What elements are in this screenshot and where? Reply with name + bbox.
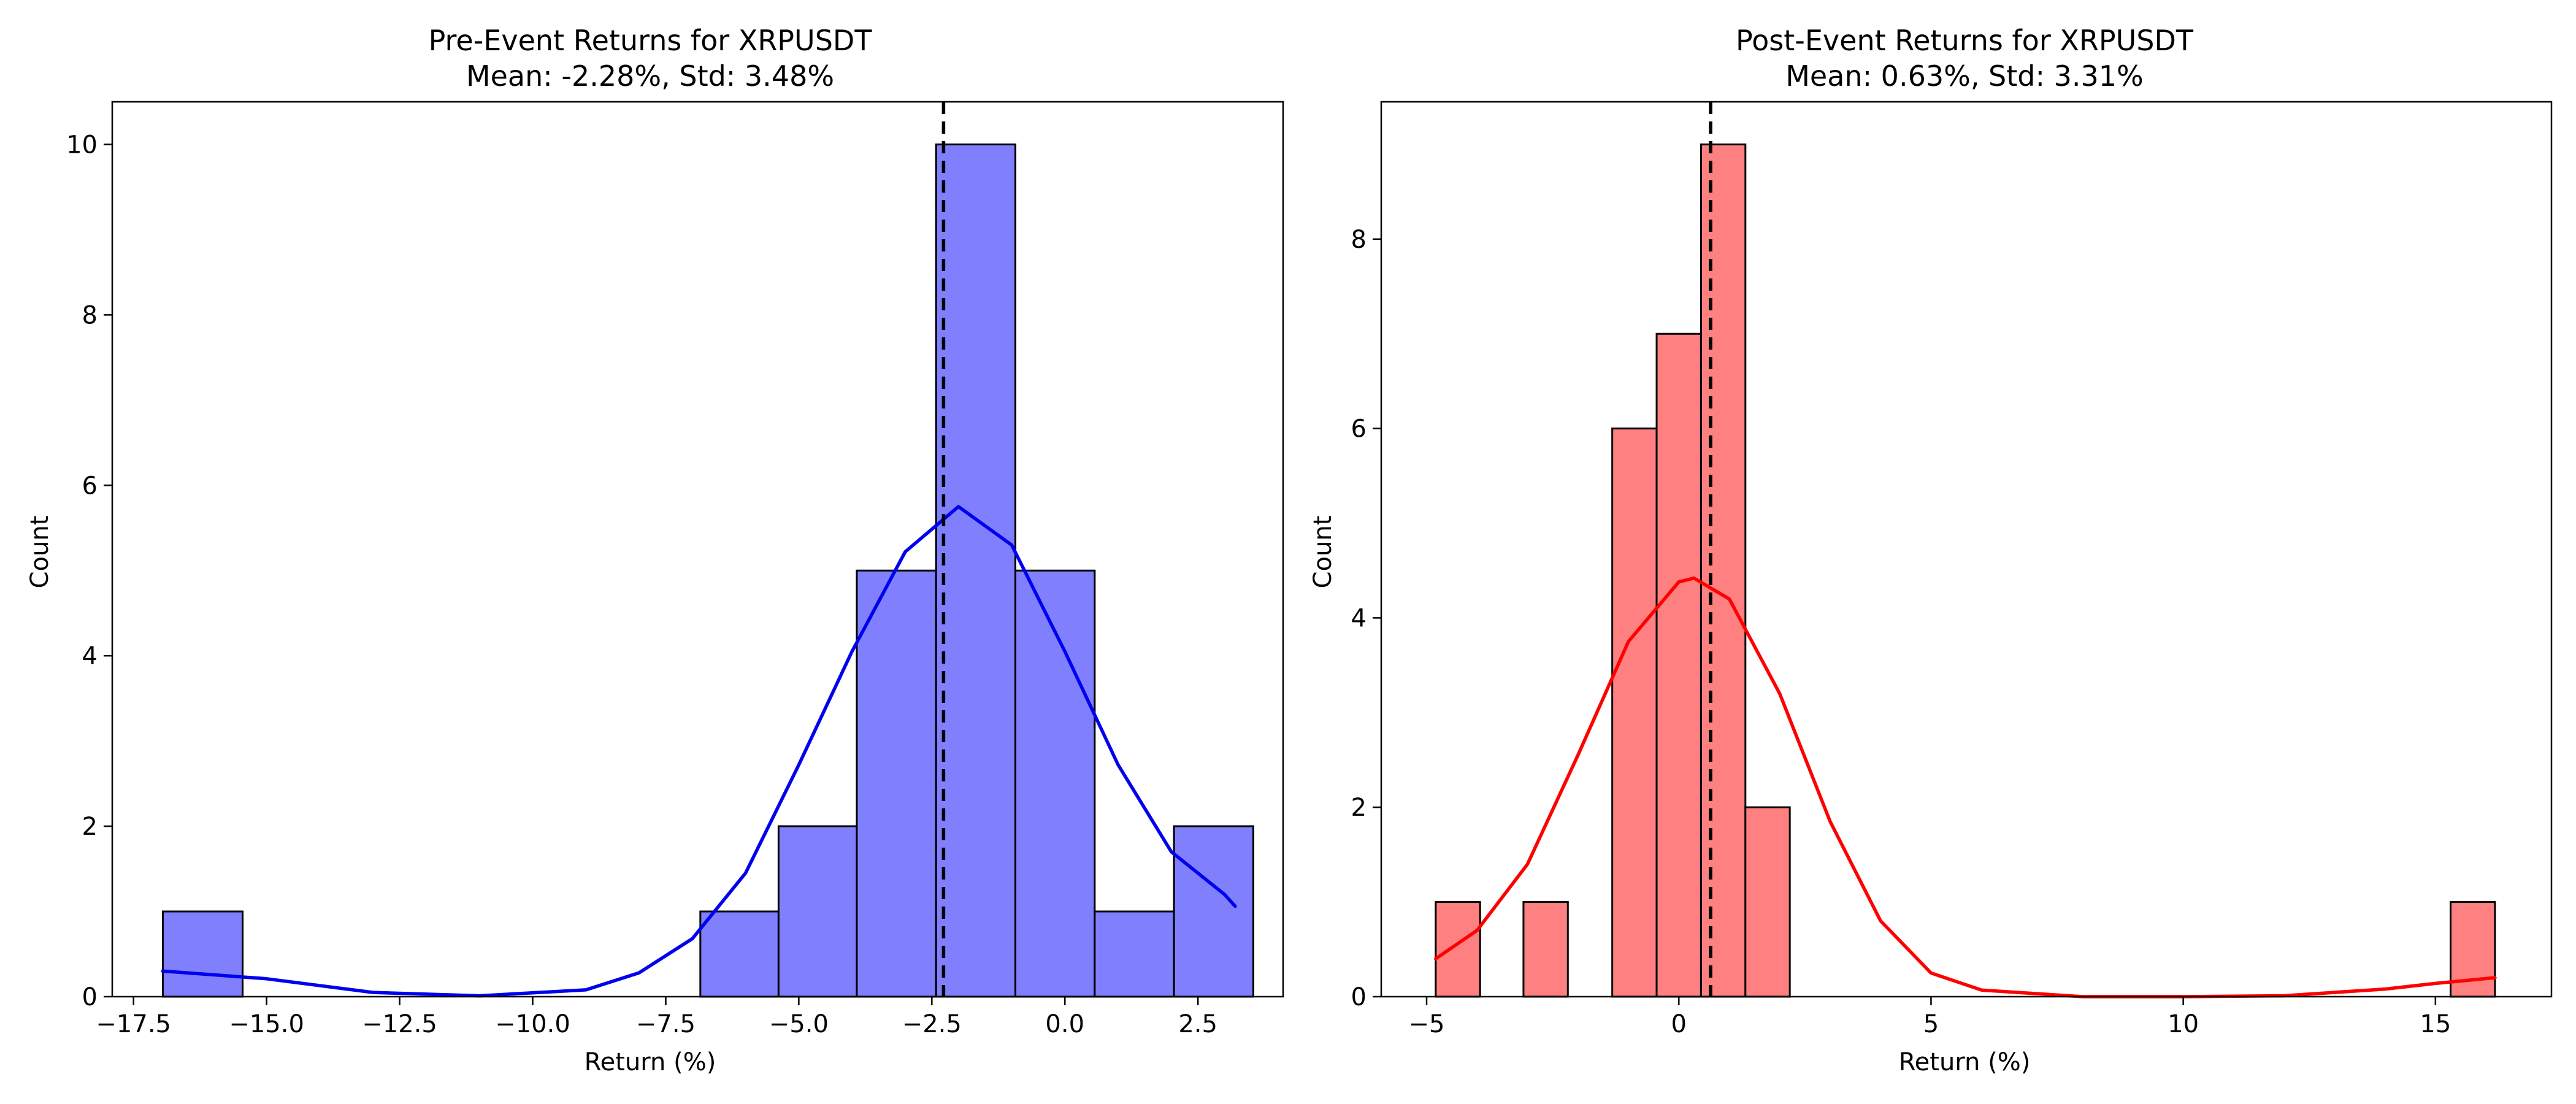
histogram-bar	[1522, 901, 1569, 998]
kde-curve	[161, 505, 1237, 998]
x-axis-ticks: −5 0 5 10 15	[1409, 997, 2451, 1038]
histogram-bar	[1655, 332, 1702, 998]
pre-event-panel: Pre-Event Returns for XRPUSDT Mean: -2.2…	[26, 24, 1284, 1076]
y-tick-label: 6	[1351, 415, 1367, 443]
histogram-bar	[1014, 569, 1096, 998]
histogram-bar	[777, 825, 858, 998]
y-tick-label: 4	[1351, 604, 1367, 632]
x-axis-label: Return (%)	[1899, 1048, 2031, 1076]
x-tick-label: −12.5	[362, 1010, 437, 1038]
y-tick-label: 8	[1351, 226, 1367, 254]
x-tick-label: −15.0	[229, 1010, 304, 1038]
y-tick-label: 2	[1351, 794, 1367, 822]
chart-subtitle: Mean: -2.28%, Std: 3.48%	[466, 59, 834, 93]
y-axis-ticks: 0 2 4 6 8 10	[66, 131, 112, 1011]
x-tick-label: −10.0	[495, 1010, 570, 1038]
histogram-bar	[1094, 910, 1175, 998]
x-tick-label: 10	[2168, 1010, 2199, 1038]
histogram-bar	[856, 569, 937, 998]
x-tick-label: −7.5	[636, 1010, 696, 1038]
histogram-bar	[1173, 825, 1254, 998]
y-tick-label: 10	[66, 131, 98, 159]
kde-line	[1434, 576, 2497, 999]
kde-line	[161, 505, 1237, 998]
histogram-bar	[699, 910, 780, 998]
x-tick-label: −5	[1409, 1010, 1445, 1038]
x-axis-ticks: −17.5 −15.0 −12.5 −10.0 −7.5 −5.0 −2.5 0.0 2.5	[96, 997, 1217, 1038]
x-tick-label: 15	[2420, 1010, 2451, 1038]
y-tick-label: 6	[82, 472, 98, 500]
histogram-bar	[1435, 901, 1481, 998]
x-tick-label: −2.5	[902, 1010, 962, 1038]
y-axis-label: Count	[1309, 516, 1337, 589]
x-tick-label: 0.0	[1045, 1010, 1084, 1038]
chart-title: Pre-Event Returns for XRPUSDT	[429, 24, 873, 57]
kde-curve	[1434, 576, 2497, 999]
x-tick-label: −5.0	[769, 1010, 829, 1038]
axes-frame	[1380, 101, 2553, 998]
x-tick-label: 2.5	[1178, 1010, 1217, 1038]
histogram-bar	[161, 910, 244, 998]
x-tick-label: 0	[1671, 1010, 1686, 1038]
y-tick-label: 0	[1351, 983, 1367, 1011]
x-tick-label: 5	[1923, 1010, 1939, 1038]
y-tick-label: 0	[82, 983, 98, 1011]
x-axis-label: Return (%)	[585, 1048, 716, 1076]
y-axis-label: Count	[26, 516, 54, 589]
histogram-bar	[1611, 427, 1658, 998]
chart-subtitle: Mean: 0.63%, Std: 3.31%	[1785, 59, 2144, 93]
y-tick-label: 8	[82, 301, 98, 329]
y-tick-label: 2	[82, 813, 98, 841]
histogram-bar	[935, 143, 1017, 998]
post-event-panel: Post-Event Returns for XRPUSDT Mean: 0.6…	[1309, 24, 2553, 1076]
x-tick-label: −17.5	[96, 1010, 171, 1038]
y-tick-label: 4	[82, 642, 98, 670]
chart-title: Post-Event Returns for XRPUSDT	[1736, 24, 2194, 57]
y-axis-ticks: 0 2 4 6 8	[1351, 226, 1381, 1011]
histogram-bar	[1744, 806, 1791, 998]
histogram-bar	[1700, 143, 1747, 998]
axes-frame	[111, 101, 1284, 998]
